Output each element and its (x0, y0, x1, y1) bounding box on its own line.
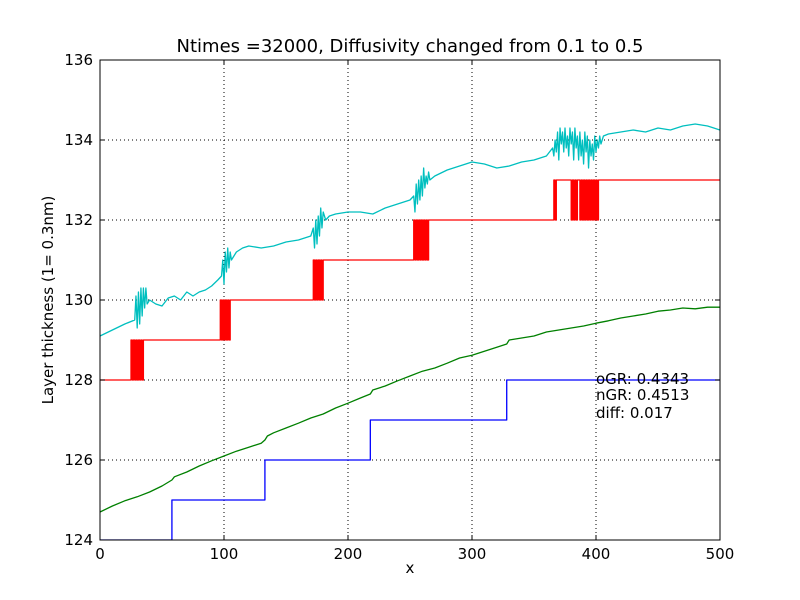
series-line-2 (100, 306, 720, 513)
x-tick-label-0: 0 (95, 545, 105, 563)
x-tick-label-4: 400 (582, 545, 611, 563)
series-line-1 (100, 179, 720, 381)
x-tick-label-1: 100 (210, 545, 239, 563)
x-tick-label-3: 300 (458, 545, 487, 563)
ticks (99, 59, 721, 541)
y-tick-label-4: 132 (64, 211, 93, 229)
x-tick-label-2: 200 (334, 545, 363, 563)
y-tick-label-3: 130 (64, 291, 93, 309)
series-line-0 (100, 123, 720, 337)
plot-area (100, 123, 720, 540)
y-tick-label-1: 126 (64, 451, 93, 469)
y-tick-label-6: 136 (64, 51, 93, 69)
annotation-ngr: nGR: 0.4513 (596, 386, 689, 404)
series-group (100, 123, 720, 540)
annotation-diff: diff: 0.017 (596, 404, 673, 422)
grid (100, 60, 720, 540)
x-axis-label: x (406, 559, 415, 577)
tick-labels: 0 100 200 300 400 500 124 126 128 130 132 134 136 (64, 51, 734, 563)
annotation-ogr: oGR: 0.4343 (596, 370, 689, 388)
y-tick-label-0: 124 (64, 531, 93, 549)
x-tick-label-5: 500 (706, 545, 735, 563)
y-axis-label: Layer thickness (1= 0.3nm) (39, 196, 57, 405)
y-tick-label-5: 134 (64, 131, 93, 149)
series-line-3 (100, 379, 720, 540)
chart-title: Ntimes =32000, Diffusivity changed from … (177, 36, 644, 57)
y-tick-label-2: 128 (64, 371, 93, 389)
